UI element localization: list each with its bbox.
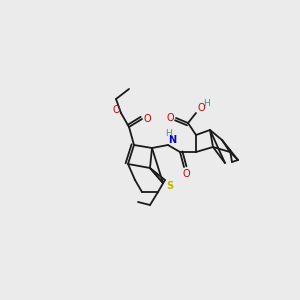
Text: H: H	[166, 128, 172, 137]
Text: O: O	[197, 103, 205, 113]
Text: O: O	[112, 105, 120, 115]
Text: S: S	[167, 181, 174, 191]
Text: O: O	[182, 169, 190, 179]
Text: N: N	[168, 135, 176, 145]
Text: O: O	[166, 113, 174, 123]
Text: H: H	[202, 100, 209, 109]
Text: O: O	[143, 114, 151, 124]
